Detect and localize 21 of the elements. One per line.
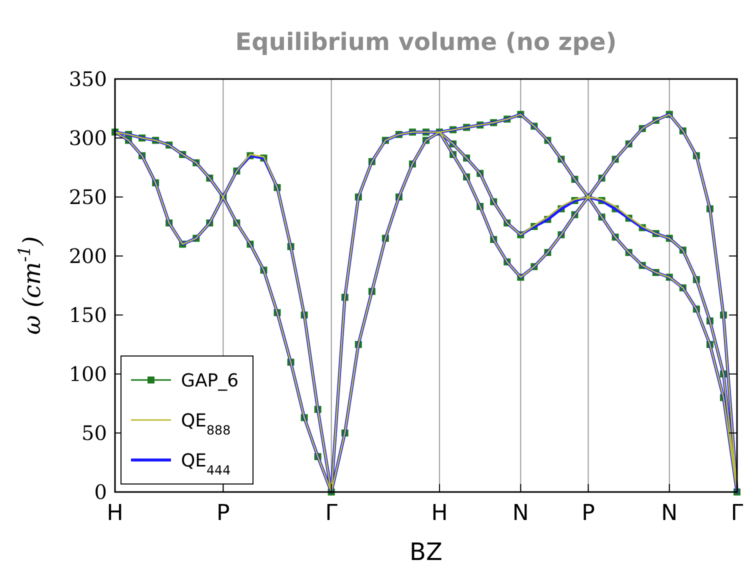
x-axis-title: BZ xyxy=(410,538,442,566)
chart-title: Equilibrium volume (no zpe) xyxy=(235,28,617,56)
x-tick-label: H xyxy=(106,501,124,526)
x-tick-label: N xyxy=(512,501,529,526)
y-tick-label: 100 xyxy=(68,362,107,386)
y-tick-label: 350 xyxy=(68,67,107,91)
y-tick-label: 300 xyxy=(68,126,107,150)
legend-label: QE$_{444}$ xyxy=(181,450,231,477)
y-tick-label: 200 xyxy=(68,244,107,268)
y-tick-label: 250 xyxy=(68,185,107,209)
legend-label: QE$_{888}$ xyxy=(181,410,231,437)
x-tick-label: N xyxy=(661,501,678,526)
y-tick-label: 50 xyxy=(82,421,107,445)
legend-label: GAP_6 xyxy=(181,370,239,392)
x-tick-label: Γ xyxy=(730,501,744,526)
y-tick-label: 0 xyxy=(94,480,107,504)
x-tick-label: P xyxy=(582,501,595,526)
y-tick-label: 150 xyxy=(68,303,107,327)
x-tick-label: P xyxy=(216,501,230,526)
x-tick-label: Γ xyxy=(325,501,338,526)
x-tick-label: H xyxy=(431,501,448,526)
